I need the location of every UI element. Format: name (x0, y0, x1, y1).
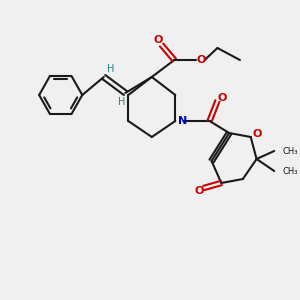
Text: O: O (218, 93, 227, 103)
Text: CH₃: CH₃ (282, 146, 298, 155)
Text: CH₃: CH₃ (282, 167, 298, 176)
Text: O: O (194, 186, 203, 196)
Text: H: H (107, 64, 114, 74)
Text: N: N (178, 116, 187, 126)
Text: O: O (196, 55, 206, 65)
Text: O: O (253, 129, 262, 139)
Text: O: O (154, 35, 163, 45)
Text: H: H (118, 97, 125, 107)
